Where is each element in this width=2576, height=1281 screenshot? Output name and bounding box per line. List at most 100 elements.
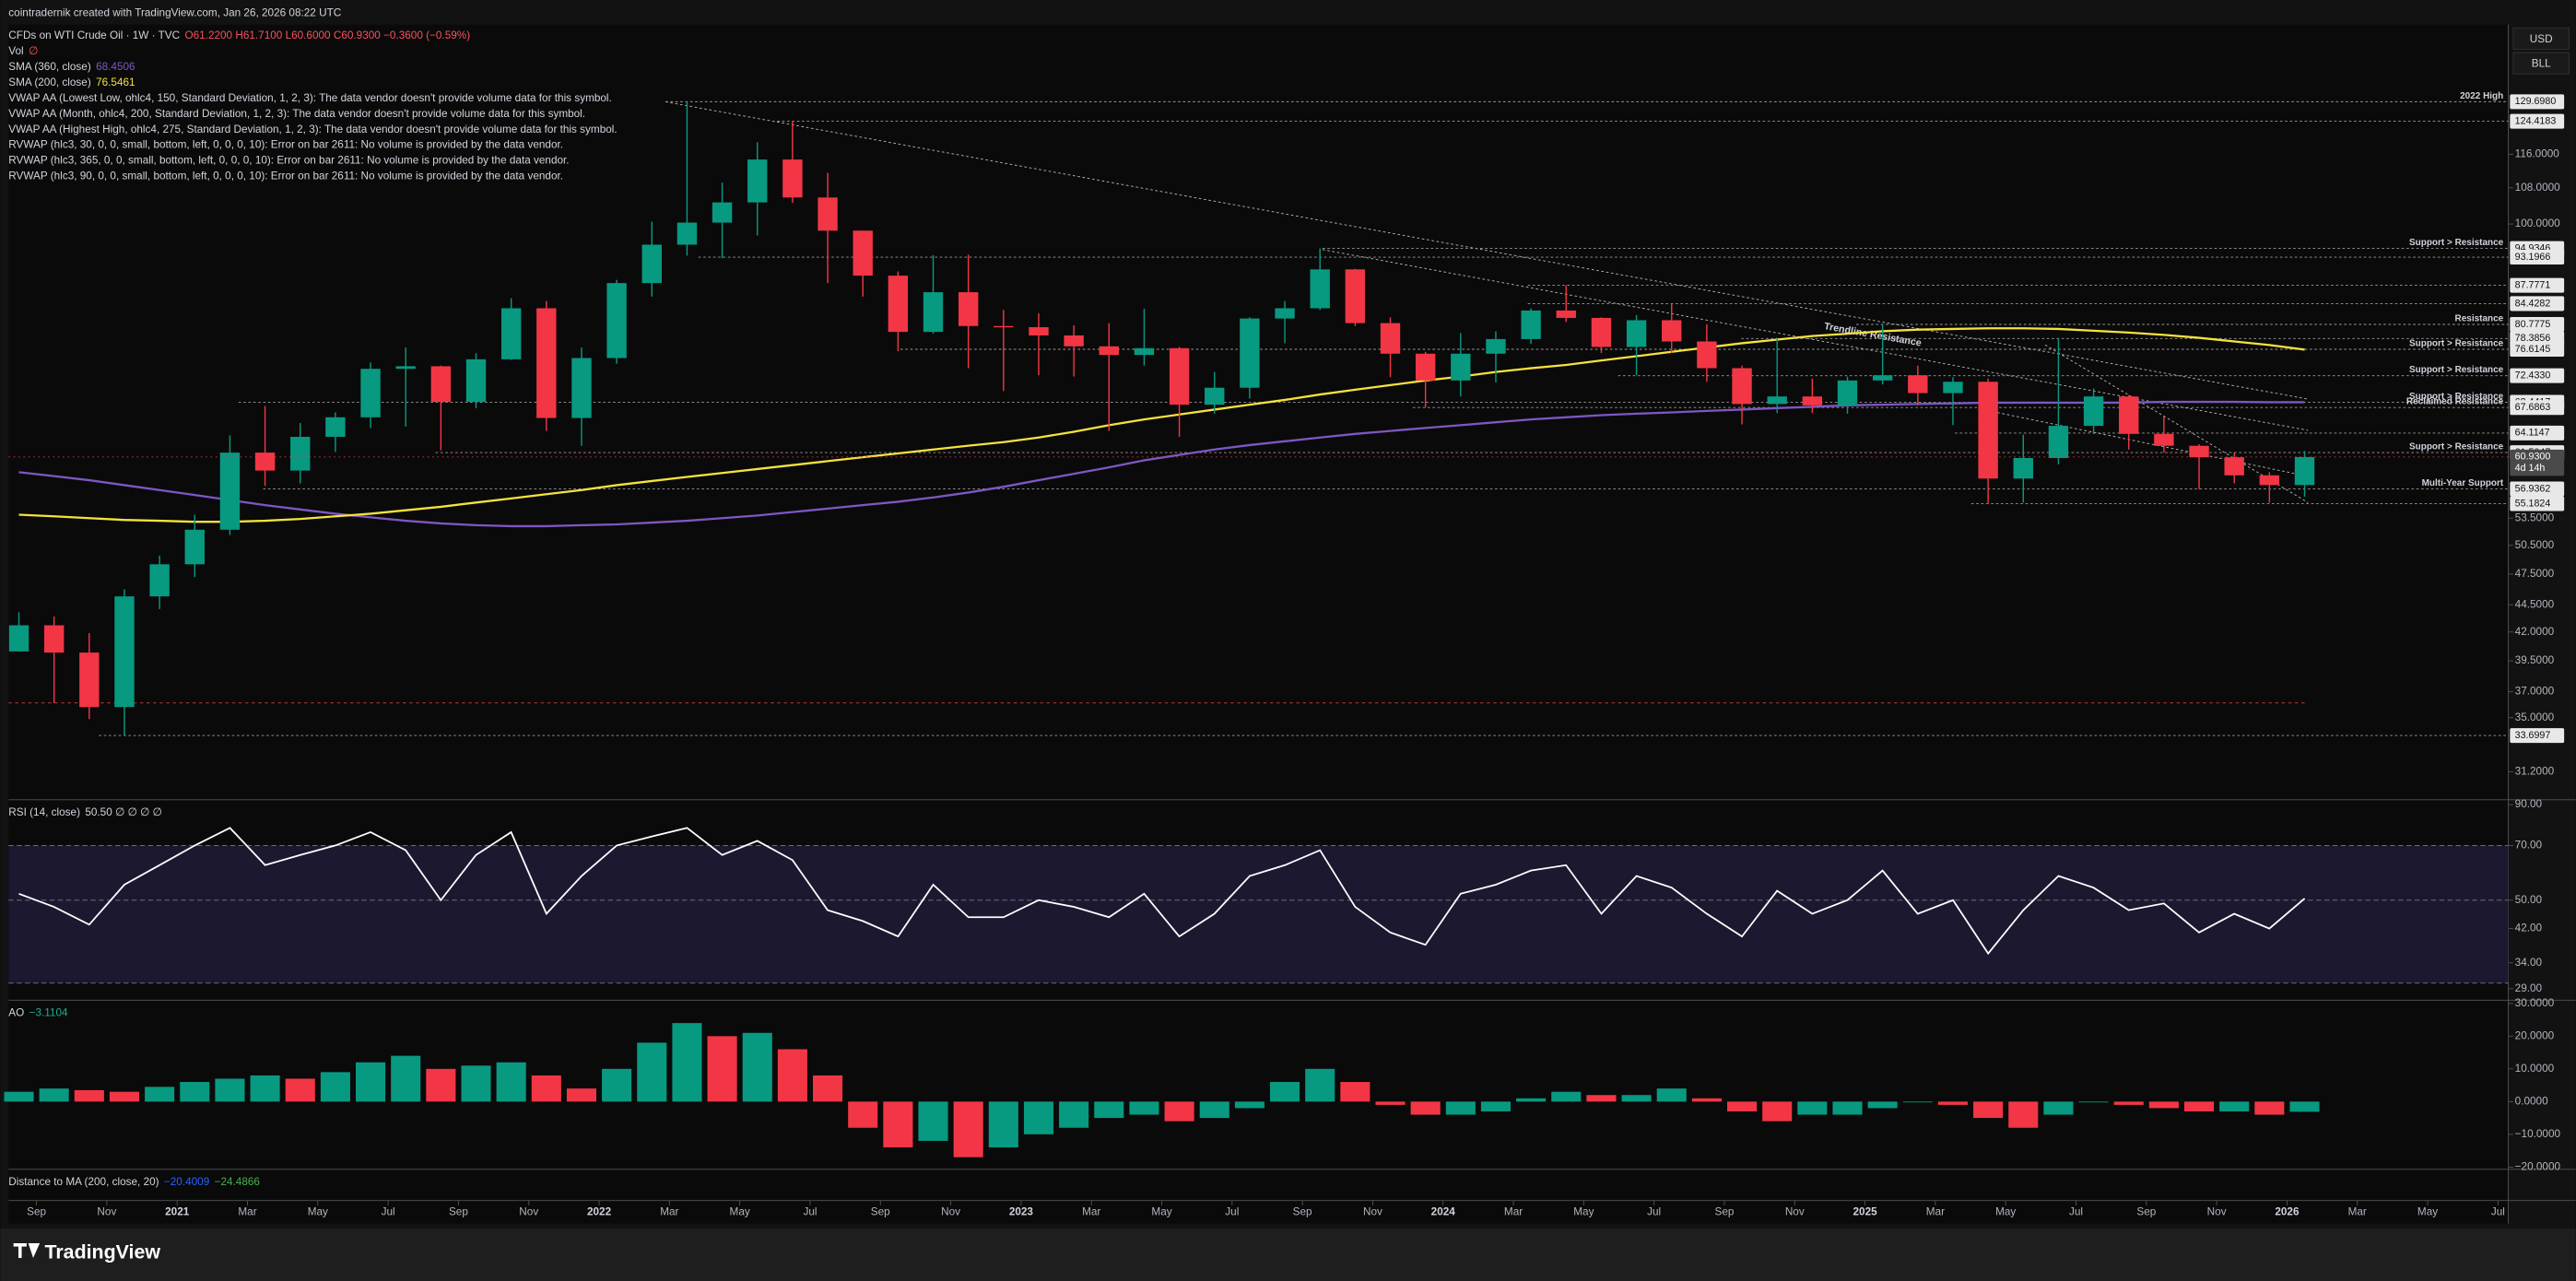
- y-tick-label: −10.0000: [2515, 1128, 2561, 1140]
- candle-body: [571, 358, 592, 418]
- x-tick-label: Jul: [1647, 1205, 1661, 1217]
- x-tick-label: 2023: [1009, 1205, 1034, 1217]
- unit[interactable]: BLL: [2532, 58, 2551, 70]
- price-tag: [2510, 94, 2565, 110]
- price-tag: [2510, 113, 2565, 129]
- y-tick-label: 39.5000: [2515, 654, 2555, 666]
- candle-body: [2083, 396, 2104, 427]
- candle-body: [1064, 335, 1084, 347]
- candle-body: [994, 325, 1014, 328]
- ao-bar: [2043, 1101, 2074, 1115]
- ao-bar: [1199, 1101, 1229, 1119]
- x-tick-label: Sep: [871, 1205, 890, 1217]
- ao-bar: [813, 1075, 843, 1102]
- legend-line: CFDs on WTI Crude Oil · 1W · TVC O61.2200…: [8, 29, 470, 41]
- candle-body: [8, 625, 29, 652]
- ao-bar: [1305, 1068, 1335, 1102]
- candle-body: [1099, 346, 1119, 356]
- candle-body: [1029, 327, 1049, 336]
- trendline: [1322, 249, 2309, 431]
- ao-bar: [2113, 1101, 2144, 1105]
- candle-body: [606, 283, 627, 358]
- price-tag-label: 80.7775: [2515, 319, 2551, 330]
- y-tick-label: 20.0000: [2515, 1029, 2555, 1041]
- ao-bar: [1059, 1101, 1089, 1128]
- x-tick-label: May: [730, 1205, 750, 1217]
- ao-bar: [848, 1101, 878, 1128]
- y-tick-label: 37.0000: [2515, 686, 2555, 698]
- currency[interactable]: USD: [2530, 33, 2553, 45]
- candle-body: [2259, 475, 2280, 486]
- ao-bar: [1621, 1095, 1652, 1102]
- x-tick-label: May: [1151, 1205, 1171, 1217]
- x-tick-label: Sep: [1715, 1205, 1735, 1217]
- candle-body: [888, 276, 909, 333]
- candle-body: [1451, 353, 1471, 381]
- panel-separators: [8, 24, 2576, 1224]
- x-tick-label: 2021: [165, 1205, 190, 1217]
- price-tag: [2510, 296, 2565, 311]
- ao-bar: [391, 1055, 421, 1102]
- candle-body: [1943, 382, 1963, 394]
- candle-body: [747, 159, 768, 203]
- price-tag-label: 76.6145: [2515, 344, 2551, 355]
- ao-bar: [1973, 1101, 2004, 1119]
- y-tick-label: 108.0000: [2515, 182, 2560, 194]
- ao-bar: [672, 1023, 702, 1102]
- ao-bar: [180, 1082, 210, 1102]
- candle-body: [184, 529, 205, 565]
- candle-body: [1556, 310, 1576, 318]
- currency-box[interactable]: [2512, 27, 2570, 50]
- series-name: SMA (360, close): [8, 61, 91, 73]
- candle-body: [149, 564, 170, 597]
- y-tick-label: −20.0000: [2515, 1160, 2561, 1172]
- price-tag-label: 93.1966: [2515, 252, 2551, 263]
- ao-bar: [285, 1078, 315, 1102]
- ao-bar: [1129, 1101, 1159, 1115]
- legend-line: VWAP AA (Highest High, ohlc4, 275, Stand…: [8, 123, 617, 135]
- price-tag-label: 55.1824: [2515, 498, 2551, 509]
- ao-bar: [742, 1032, 772, 1102]
- candle-body: [958, 292, 979, 326]
- ao-bar: [1551, 1091, 1582, 1102]
- price-tag: [2510, 250, 2565, 265]
- last-price-label: 60.9300: [2515, 452, 2551, 463]
- price-tag-label: 56.9362: [2515, 483, 2551, 494]
- ao-bar: [2184, 1101, 2215, 1111]
- ao-bar: [1656, 1088, 1687, 1102]
- level-note: Resistance: [2455, 313, 2504, 323]
- price-tag-label: 87.7771: [2515, 279, 2551, 290]
- indicator-note: VWAP AA (Month, ohlc4, 200, Standard Dev…: [8, 108, 585, 120]
- candle-body: [1205, 387, 1225, 405]
- x-tick-label: May: [2417, 1205, 2438, 1217]
- x-tick-label: Jul: [1225, 1205, 1239, 1217]
- ao-bar: [4, 1091, 34, 1102]
- price-tag: [2510, 277, 2565, 293]
- y-tick-label: 70.00: [2515, 840, 2543, 852]
- ao-bar: [602, 1068, 632, 1102]
- candle-body: [43, 625, 65, 653]
- level-note: Support > Resistance: [2409, 338, 2504, 348]
- y-tick-label: 35.0000: [2515, 711, 2555, 723]
- distance-value: −24.4866: [215, 1176, 261, 1188]
- candle-body: [1978, 382, 1998, 479]
- price-tag: [2510, 368, 2565, 383]
- x-tick-label: Nov: [1785, 1205, 1805, 1217]
- ao-bar: [2219, 1101, 2250, 1111]
- candle-body: [1134, 347, 1155, 356]
- candle-body: [1310, 269, 1330, 309]
- unit-box[interactable]: [2512, 52, 2570, 75]
- candle-body: [1591, 317, 1612, 347]
- candle-body: [923, 292, 944, 333]
- price-tag: [2510, 425, 2565, 441]
- ao-bar: [145, 1087, 175, 1102]
- trendline: [1987, 410, 2309, 477]
- candle-body: [1415, 353, 1436, 381]
- x-tick-label: May: [308, 1205, 328, 1217]
- candle-body: [1732, 368, 1752, 405]
- ao-bar: [109, 1091, 140, 1102]
- ao-bar: [1375, 1101, 1406, 1105]
- candle-body: [536, 308, 557, 418]
- x-tick-label: Nov: [941, 1205, 960, 1217]
- x-tick-label: Nov: [2207, 1205, 2227, 1217]
